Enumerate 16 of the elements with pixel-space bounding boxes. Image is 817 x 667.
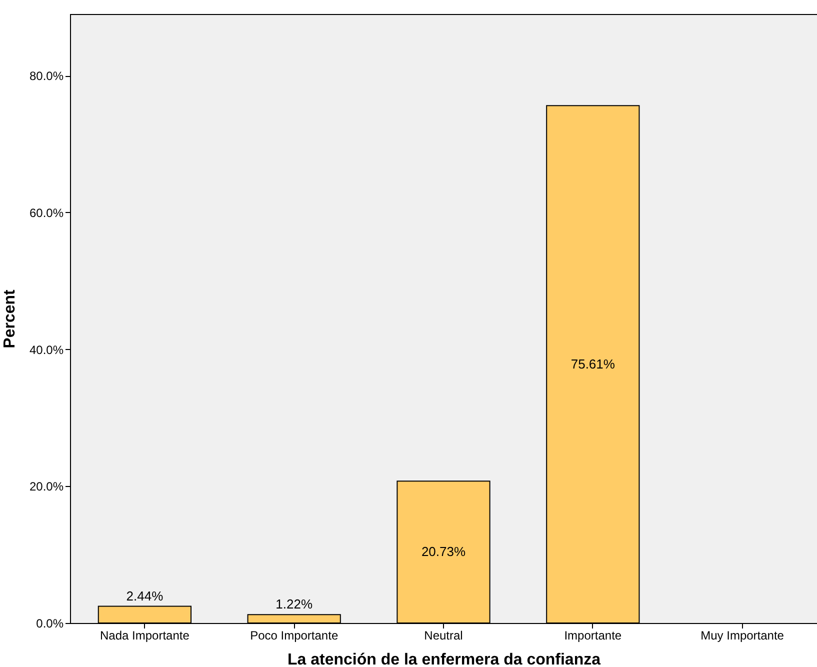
data-label: 75.61% — [570, 356, 616, 372]
x-tick-label: Nada Importante — [100, 628, 190, 642]
y-tick-label: 80.0% — [29, 69, 64, 84]
x-tick-label: Importante — [564, 628, 622, 642]
x-tick-label: Muy Importante — [700, 628, 784, 642]
data-label: 1.22% — [276, 596, 313, 612]
y-tick-label: 60.0% — [29, 206, 64, 220]
y-tick-label: 40.0% — [29, 342, 64, 357]
y-tick-label: 0.0% — [36, 616, 64, 630]
x-tick-label: Neutral — [424, 628, 463, 642]
y-axis-title: Percent — [1, 288, 18, 348]
x-tick-label: Poco Importante — [250, 628, 338, 642]
data-label: 2.44% — [126, 588, 164, 604]
y-tick-label: 20.0% — [29, 480, 64, 494]
data-label: 20.73% — [421, 544, 466, 560]
x-axis-title: La atención de la enfermera da confianza — [288, 652, 601, 667]
